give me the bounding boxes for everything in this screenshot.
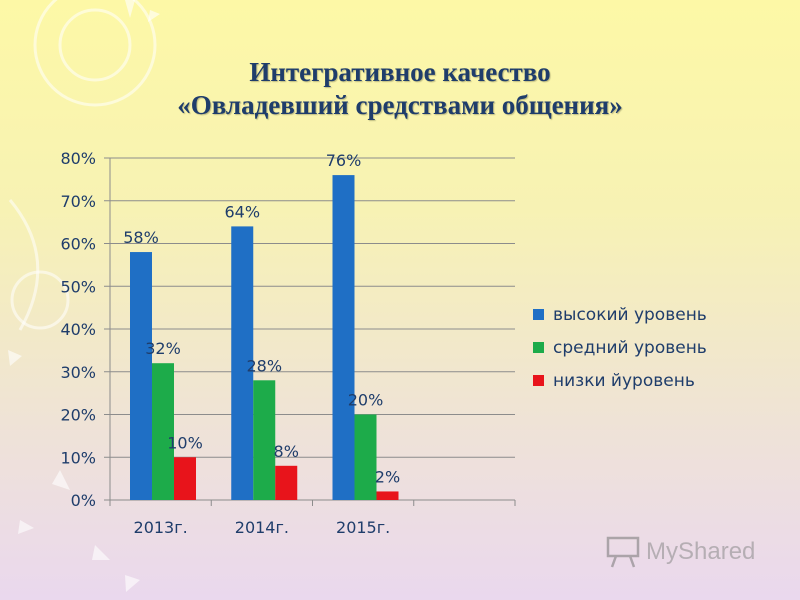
bar-high: [332, 175, 355, 500]
data-label: 2%: [375, 467, 400, 486]
y-tick-label: 10%: [60, 448, 96, 467]
data-label: 58%: [123, 228, 159, 247]
title-line-1: Интегративное качество: [249, 57, 551, 87]
y-tick-label: 30%: [60, 363, 96, 382]
x-tick-label: 2013г.: [134, 518, 188, 537]
legend-swatch: [533, 375, 544, 386]
data-label: 64%: [224, 202, 260, 221]
bar-low: [376, 491, 399, 500]
y-tick-label: 80%: [60, 149, 96, 168]
bar-low: [275, 465, 298, 500]
watermark: MyShared: [606, 536, 755, 568]
bar-high: [231, 226, 254, 500]
bar-medium: [354, 414, 377, 500]
data-label: 8%: [274, 442, 299, 461]
bar-high: [130, 252, 152, 500]
data-label: 10%: [167, 433, 203, 452]
y-tick-label: 0%: [71, 491, 96, 510]
y-tick-label: 70%: [60, 192, 96, 211]
data-label: 32%: [145, 339, 181, 358]
legend-label: высокий уровень: [553, 304, 707, 325]
legend-swatch: [533, 342, 544, 353]
y-tick-label: 60%: [60, 235, 96, 254]
legend-label: средний уровень: [553, 337, 707, 358]
legend-item: средний уровень: [533, 331, 707, 364]
data-label: 20%: [348, 391, 384, 410]
projector-icon: [606, 536, 640, 568]
y-tick-label: 40%: [60, 320, 96, 339]
legend-item: высокий уровень: [533, 298, 707, 331]
bar-medium: [152, 363, 174, 500]
x-tick-label: 2015г.: [336, 518, 390, 537]
legend: высокий уровень средний уровень низки йуро…: [533, 298, 707, 397]
chart-title: Интегративное качество «Овладевший средс…: [150, 56, 650, 122]
data-label: 28%: [246, 356, 282, 375]
x-tick-label: 2014г.: [235, 518, 289, 537]
title-line-2: «Овладевший средствами общения»: [177, 90, 623, 120]
legend-item: низки йуровень: [533, 364, 707, 397]
legend-label: низки йуровень: [553, 370, 695, 391]
y-tick-label: 50%: [60, 277, 96, 296]
data-label: 76%: [326, 151, 362, 170]
y-tick-label: 20%: [60, 406, 96, 425]
legend-swatch: [533, 309, 544, 320]
bar-low: [174, 457, 196, 500]
watermark-text: MyShared: [646, 538, 756, 565]
bar-medium: [253, 380, 276, 500]
